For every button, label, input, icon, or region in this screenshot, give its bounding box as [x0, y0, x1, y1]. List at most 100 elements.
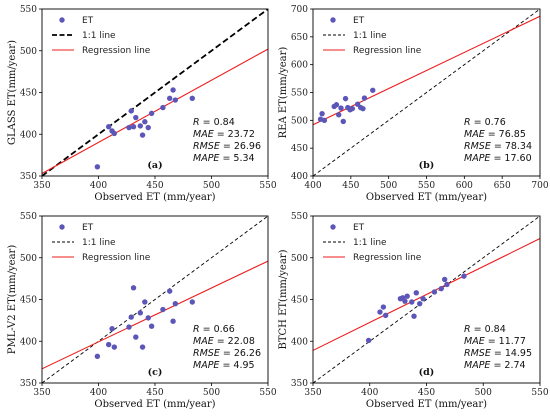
legend-label: 1:1 line: [353, 31, 387, 41]
data-point: [441, 276, 448, 283]
data-point: [189, 299, 195, 305]
regression-line: [313, 238, 540, 351]
data-point: [321, 117, 328, 124]
data-point: [130, 124, 137, 130]
panel-b: 400 450 500 550 600 650 700 400 450 500 550 600 650 7…: [278, 5, 549, 203]
stat-value: = 0.66: [203, 324, 235, 335]
data-point: [431, 289, 438, 295]
data-point: [148, 323, 155, 329]
y-tick-label: 700: [291, 5, 308, 15]
data-point: [94, 164, 101, 170]
stat-value: = 0.84: [474, 324, 506, 335]
stat-line: RMSE = 78.34: [464, 141, 532, 152]
legend-label: ET: [82, 223, 94, 233]
data-point: [420, 295, 426, 302]
data-point: [130, 285, 137, 291]
y-tick-label: 650: [291, 33, 308, 43]
legend: ET 1:1 line Regression line: [323, 16, 422, 56]
y-tick-label: 400: [20, 130, 37, 140]
y-tick-label: 450: [20, 89, 37, 99]
data-point: [409, 299, 415, 305]
x-axis-label: Observed ET (mm/year): [366, 192, 487, 203]
one-to-one-line: [42, 216, 268, 383]
stat-name: MAPE: [193, 153, 219, 164]
data-point: [160, 306, 166, 313]
data-point: [166, 95, 173, 102]
data-point: [170, 318, 176, 324]
stat-line: RMSE = 26.96: [193, 141, 261, 152]
data-point: [380, 304, 387, 310]
data-point: [109, 326, 115, 332]
stat-name: R: [193, 117, 200, 128]
x-tick-label: 400: [90, 181, 107, 191]
legend-label: 1:1 line: [82, 31, 116, 41]
x-tick-label: 600: [456, 181, 473, 191]
x-tick-label: 450: [342, 181, 359, 191]
panel-c: 350 400 450 500 550 350 400 450 500 550 Observed E…: [7, 212, 277, 410]
stat-line: MAPE = 2.74: [464, 360, 526, 371]
y-axis-label: BTCH ET(mm/year): [278, 249, 289, 349]
y-tick-label: 600: [291, 61, 308, 71]
data-point: [319, 110, 325, 117]
y-tick-label: 550: [291, 89, 308, 99]
data-point: [142, 299, 148, 305]
data-point: [411, 313, 417, 319]
data-point: [360, 105, 366, 112]
y-tick-label: 350: [20, 379, 37, 389]
stat-line: MAE = 76.85: [464, 129, 526, 140]
legend-label: ET: [82, 16, 94, 26]
stat-name: R: [464, 117, 471, 128]
data-point: [170, 87, 176, 93]
y-axis-label: REA ET(mm/year): [278, 47, 289, 139]
stat-line: MAPE = 17.60: [464, 153, 532, 164]
data-point: [377, 309, 383, 315]
stat-line: MAPE = 4.95: [193, 360, 255, 371]
x-tick-label: 450: [146, 181, 163, 191]
data-point: [413, 290, 419, 296]
stat-name: RMSE: [464, 141, 491, 152]
legend-label: Regression line: [353, 46, 422, 56]
data-point: [404, 293, 410, 299]
data-point: [128, 108, 134, 114]
panel-label: (b): [419, 160, 435, 171]
data-point: [126, 124, 132, 131]
data-point: [105, 124, 112, 130]
data-point: [382, 312, 389, 319]
legend: ET 1:1 line Regression line: [52, 223, 151, 263]
stat-name: MAE: [193, 129, 214, 140]
y-tick-label: 500: [291, 254, 308, 264]
x-axis-label: Observed ET (mm/year): [94, 192, 215, 203]
stat-value: = 22.08: [217, 336, 255, 347]
one-to-one-line: [313, 216, 540, 383]
regression-line: [42, 260, 268, 370]
panel-label: (c): [148, 367, 163, 378]
data-point: [461, 273, 467, 279]
stat-value: = 78.34: [494, 141, 532, 152]
data-point: [349, 105, 356, 112]
data-point: [172, 97, 179, 103]
stat-name: R: [193, 324, 200, 335]
panel-label: (d): [419, 367, 435, 378]
stat-name: R: [464, 324, 471, 335]
x-tick-label: 350: [304, 388, 321, 398]
y-tick-label: 500: [20, 254, 37, 264]
legend-label: Regression line: [82, 253, 151, 263]
data-point: [336, 112, 342, 118]
data-point: [402, 298, 408, 304]
x-tick-label: 500: [203, 181, 220, 191]
x-tick-label: 400: [361, 388, 378, 398]
data-point: [105, 341, 112, 348]
stat-name: MAPE: [464, 153, 490, 164]
data-point: [111, 130, 118, 137]
stat-value: = 76.85: [488, 129, 526, 140]
y-tick-label: 450: [291, 296, 308, 306]
data-point: [166, 288, 173, 294]
data-point: [139, 344, 146, 350]
stat-name: RMSE: [464, 348, 491, 359]
x-tick-label: 550: [259, 181, 276, 191]
stat-value: = 23.72: [217, 129, 255, 140]
y-tick-label: 400: [291, 172, 308, 182]
stat-value: = 5.34: [222, 153, 254, 164]
